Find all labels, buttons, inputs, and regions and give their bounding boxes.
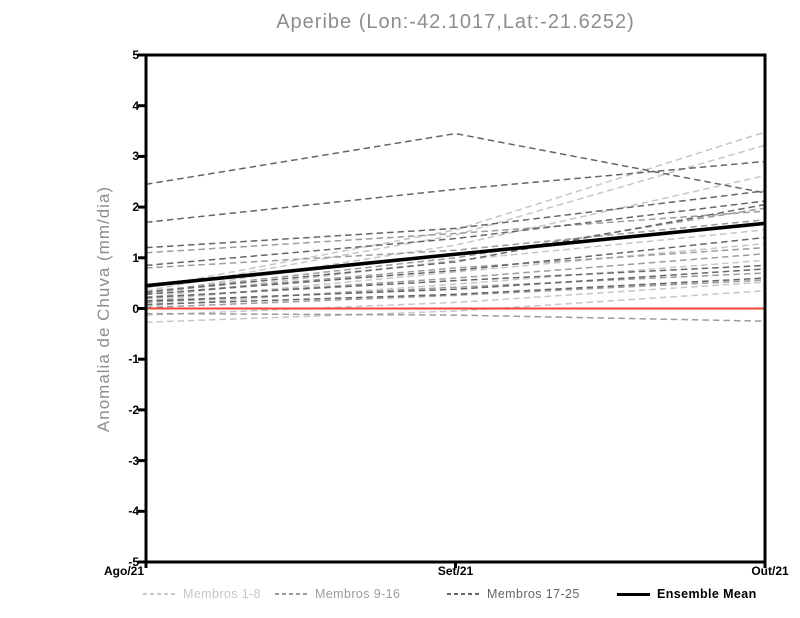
series-membro-16 xyxy=(145,312,766,322)
series-membro-2 xyxy=(145,144,766,292)
y-tick-label: -1 xyxy=(128,352,139,367)
series-membro-9 xyxy=(145,210,766,254)
y-tick-label: 5 xyxy=(132,48,139,62)
y-tick-label: 3 xyxy=(132,149,139,164)
series-membro-8 xyxy=(145,290,766,323)
legend-item-ensemble-mean: Ensemble Mean xyxy=(617,587,757,601)
legend-label: Membros 1-8 xyxy=(183,587,262,601)
series-membro-1 xyxy=(145,131,766,289)
series-membro-15 xyxy=(145,279,766,309)
series-membro-11 xyxy=(145,207,766,293)
series-membro-23 xyxy=(145,264,766,299)
legend-item-membros-1-8: Membros 1-8 xyxy=(143,587,261,601)
dashed-line-sample xyxy=(143,593,176,595)
x-tick-label: Set/21 xyxy=(437,564,474,578)
series-ensemble-mean xyxy=(145,221,766,288)
legend-label: Membros 9-16 xyxy=(315,587,401,601)
series-membro-21 xyxy=(145,203,766,294)
y-tick-label: -4 xyxy=(128,504,139,519)
series-membro-25 xyxy=(145,277,766,306)
series-membro-17 xyxy=(145,132,766,194)
y-tick-label: 0 xyxy=(132,301,139,316)
series-membro-10 xyxy=(145,219,766,269)
series-membro-12 xyxy=(145,246,766,296)
series-membro-24 xyxy=(145,268,766,302)
series-membro-13 xyxy=(145,252,766,300)
y-tick-label: -2 xyxy=(128,402,139,417)
series-membro-18 xyxy=(145,160,766,224)
y-tick-label: -5 xyxy=(128,555,139,569)
x-tick-label: Out/21 xyxy=(751,564,789,578)
series-membro-5 xyxy=(145,242,766,302)
legend-item-membros-9-16: Membros 9-16 xyxy=(275,587,400,601)
dashed-line-sample xyxy=(275,593,308,595)
y-tick-label: 1 xyxy=(132,250,139,265)
series-membro-22 xyxy=(145,236,766,296)
chart-title: Aperibe (Lon:-42.1017,Lat:-21.6252) xyxy=(276,11,635,33)
legend-label: Membros 17-25 xyxy=(487,587,580,601)
series-membro-14 xyxy=(145,272,766,304)
y-tick-label: 4 xyxy=(132,98,139,113)
y-tick-label: 2 xyxy=(132,200,139,215)
legend-label: Ensemble Mean xyxy=(657,587,757,601)
series-membro-19 xyxy=(145,190,766,249)
dashed-line-sample xyxy=(447,593,480,595)
x-tick-label: Ago/21 xyxy=(103,564,145,578)
series-membro-20 xyxy=(145,200,766,267)
y-tick-label: -3 xyxy=(128,453,139,468)
series-membro-6 xyxy=(145,259,766,307)
legend-item-membros-17-25: Membros 17-25 xyxy=(447,587,580,601)
series-membro-4 xyxy=(145,229,766,299)
series-membro-7 xyxy=(145,281,766,316)
solid-line-sample xyxy=(617,592,650,596)
